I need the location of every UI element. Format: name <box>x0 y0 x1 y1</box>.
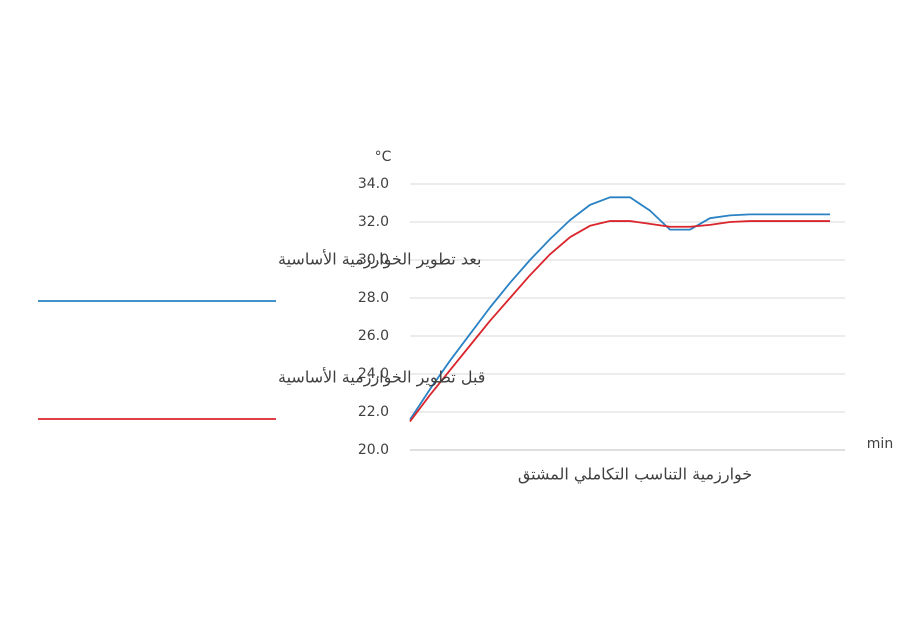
y-tick-label: 34.0 <box>358 176 389 192</box>
y-tick-label: 22.0 <box>358 404 389 420</box>
series-line <box>409 196 830 421</box>
legend-label: قبل تطوير الخوارزمية الأساسية <box>278 367 485 388</box>
y-tick-label: 24.0 <box>358 366 389 382</box>
x-unit: min <box>867 436 893 452</box>
series-line <box>409 220 830 423</box>
y-tick-label: 20.0 <box>358 442 389 458</box>
y-unit: °C <box>375 149 392 165</box>
y-tick-label: 30.0 <box>358 252 389 268</box>
x-axis-title: خوارزمية التناسب التكاملي المشتق <box>518 465 752 485</box>
y-tick-label: 28.0 <box>358 290 389 306</box>
y-tick-label: 26.0 <box>358 328 389 344</box>
y-tick-label: 32.0 <box>358 214 389 230</box>
legend-label: بعد تطوير الخوارزمية الأساسية <box>278 249 481 270</box>
